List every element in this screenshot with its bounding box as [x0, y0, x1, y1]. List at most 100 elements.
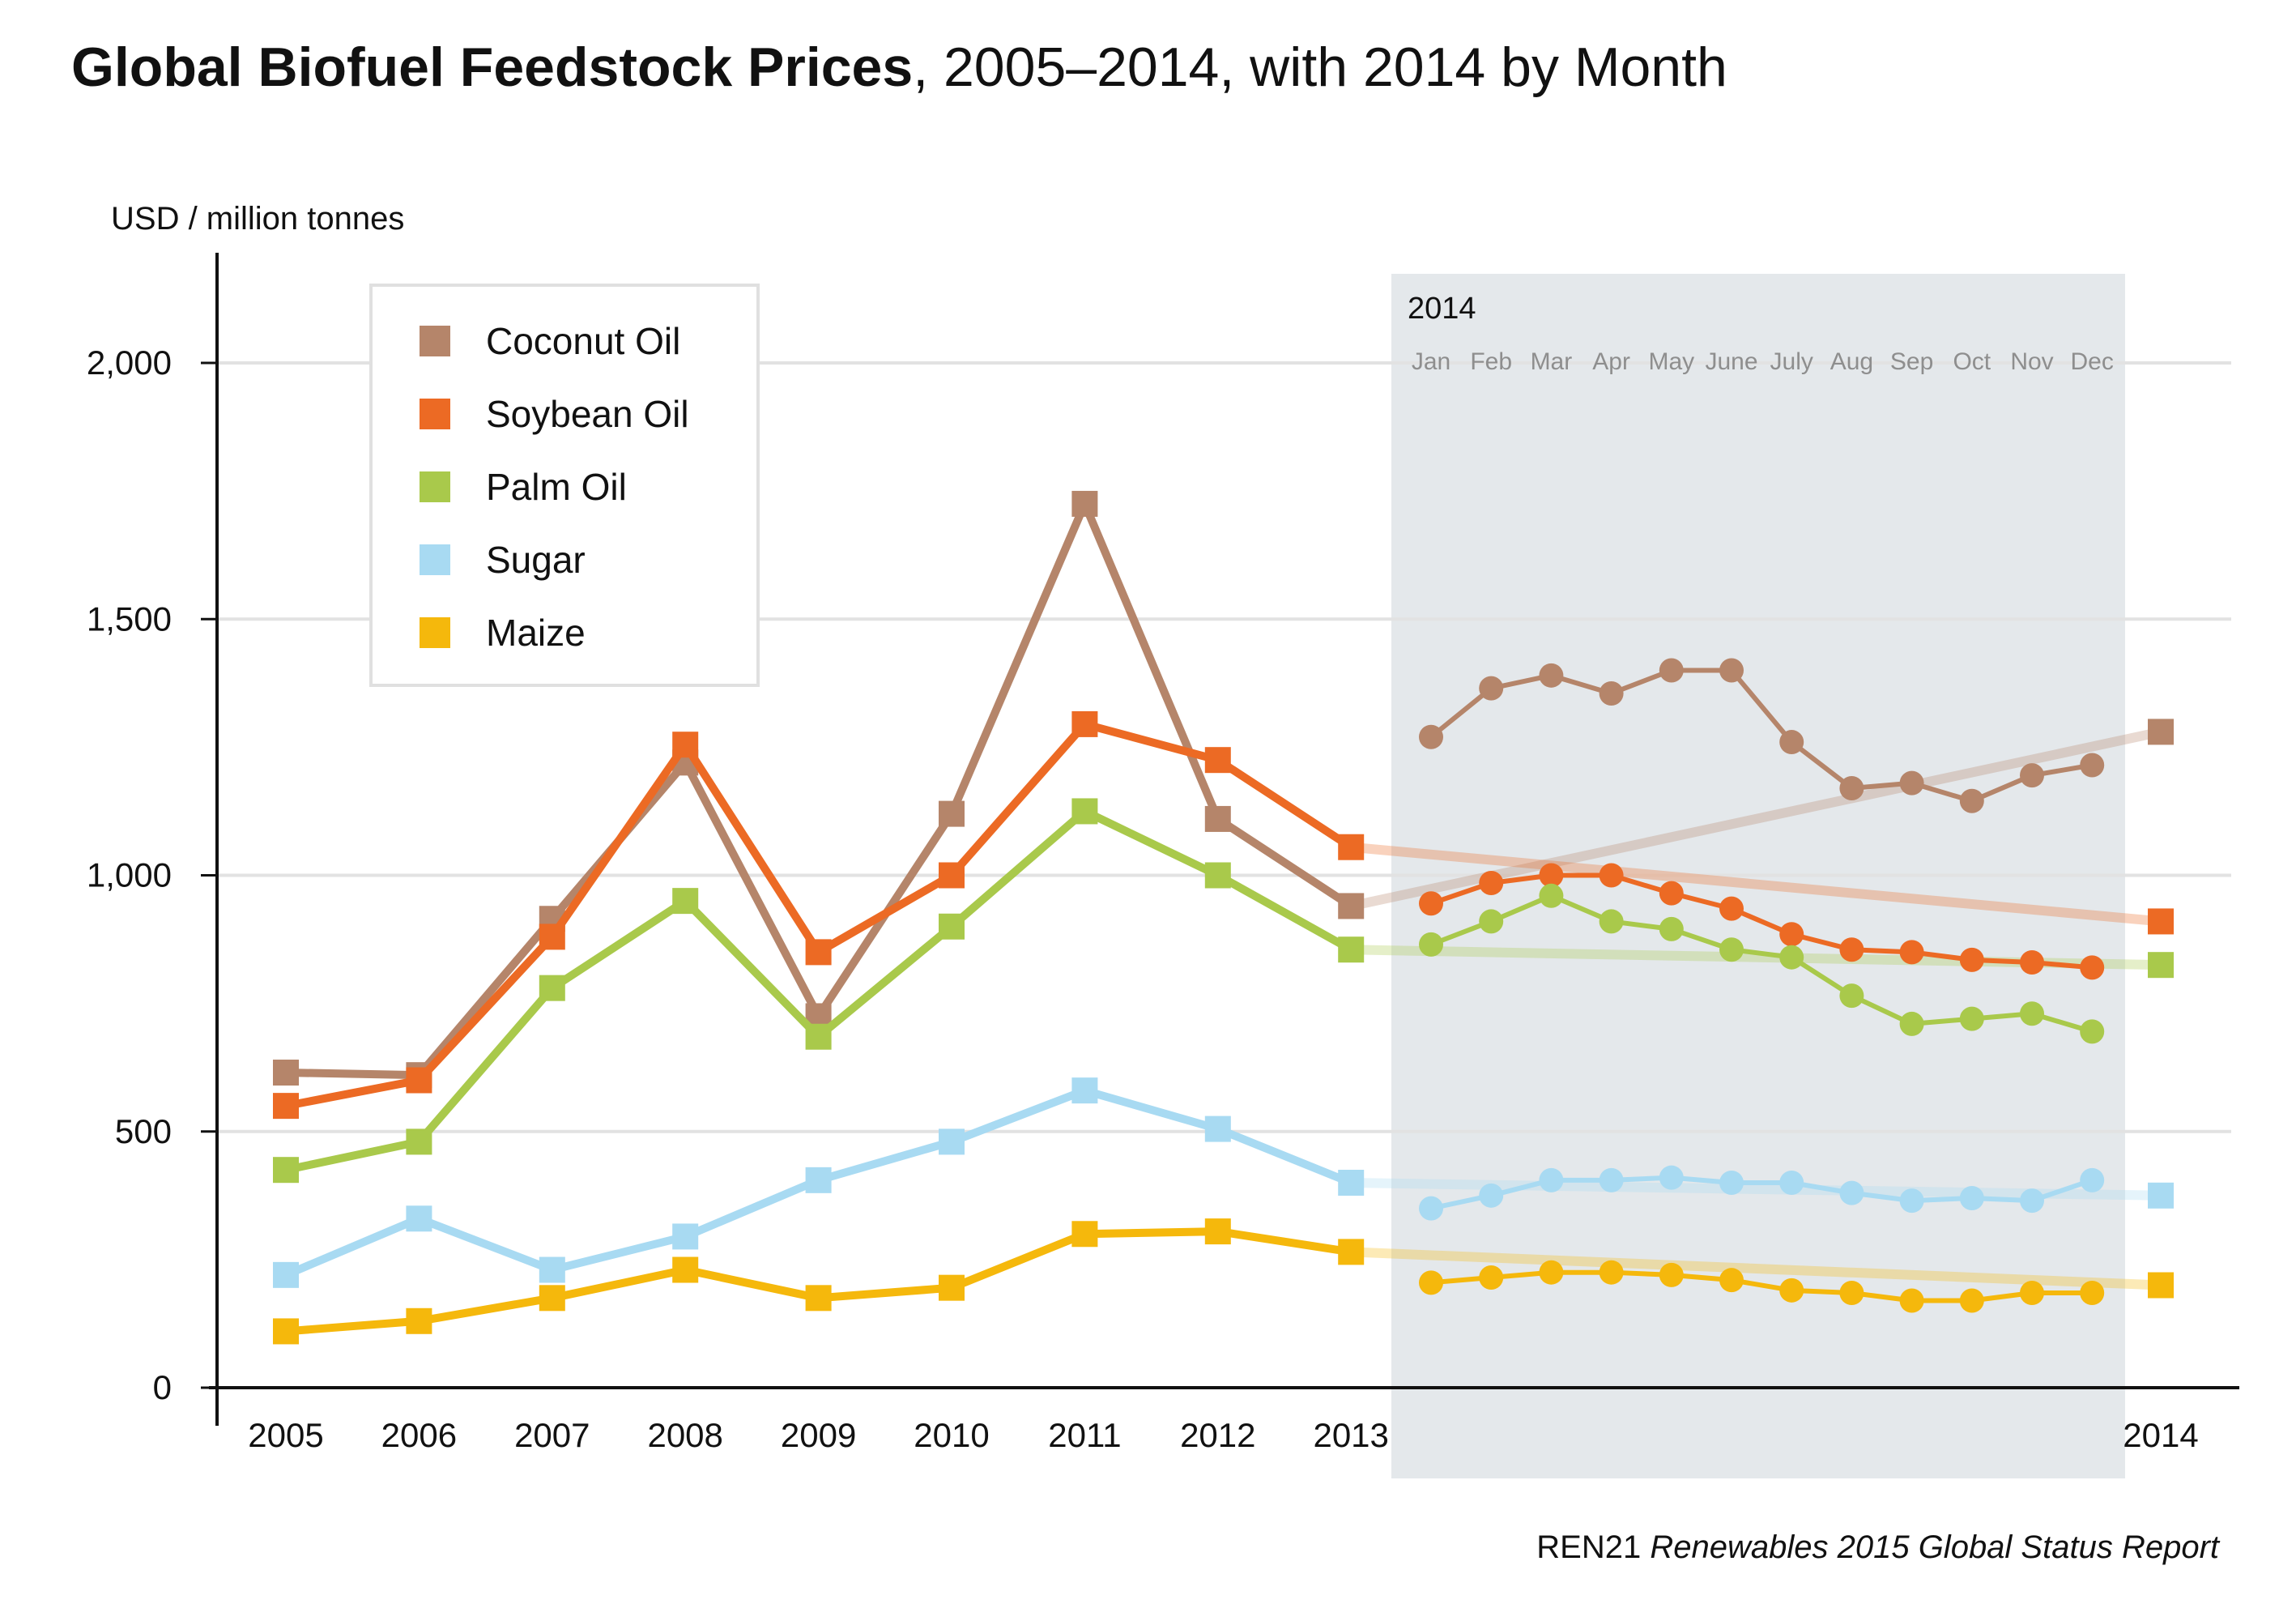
month-label: Aug	[1830, 348, 1873, 375]
data-point-square	[1338, 834, 1365, 860]
data-point-circle	[2020, 1001, 2044, 1026]
data-point-square	[539, 1256, 565, 1283]
data-point-circle	[1659, 658, 1684, 683]
data-point-circle	[1719, 1171, 1744, 1195]
data-point-circle	[1959, 1006, 1984, 1031]
series-annual-group	[273, 1218, 2174, 1345]
trend-connector	[1346, 1247, 2166, 1290]
data-point-circle	[1719, 658, 1744, 683]
data-point-circle	[1479, 1265, 1504, 1290]
data-point-square	[939, 1274, 965, 1301]
data-point-circle	[1659, 916, 1684, 941]
data-point-circle	[2020, 1280, 2044, 1305]
data-point-circle	[1659, 1262, 1684, 1287]
data-point-square	[672, 1256, 699, 1283]
data-point-circle	[1599, 863, 1624, 888]
series-monthly-group	[1419, 1260, 2105, 1313]
data-point-square	[1204, 862, 1231, 889]
data-point-square	[1204, 1218, 1231, 1245]
data-point-circle	[1779, 945, 1804, 970]
data-point-circle	[1479, 870, 1504, 895]
data-point-circle	[1479, 676, 1504, 701]
legend-swatch	[420, 399, 450, 429]
month-label: May	[1648, 348, 1694, 375]
series-annual-group	[273, 798, 2174, 1184]
data-point-circle	[1899, 1011, 1924, 1036]
data-point-square	[805, 1023, 832, 1050]
legend-swatch	[420, 544, 450, 575]
data-point-circle	[1839, 937, 1864, 962]
data-point-square	[939, 800, 965, 827]
data-point-circle	[1419, 891, 1443, 916]
data-point-circle	[1539, 663, 1564, 688]
legend-label: Maize	[486, 612, 586, 654]
data-point-circle	[1779, 730, 1804, 755]
data-point-square	[1338, 1239, 1365, 1265]
series-line	[285, 1227, 1352, 1336]
x-tick-label: 2008	[647, 1416, 722, 1454]
data-point-circle	[1779, 922, 1804, 947]
data-point-square	[805, 939, 832, 966]
data-point-circle	[1779, 1278, 1804, 1303]
data-point-square	[273, 1060, 299, 1086]
data-point-circle	[1839, 1180, 1864, 1205]
y-tick-label: 1,500	[87, 599, 172, 638]
source-credit: REN21 Renewables 2015 Global Status Repo…	[1536, 1529, 2219, 1566]
data-point-square	[2148, 719, 2174, 745]
data-point-circle	[1839, 983, 1864, 1009]
legend-swatch	[420, 326, 450, 356]
legend-label: Coconut Oil	[486, 320, 680, 362]
chart-title-bold: Global Biofuel Feedstock Prices	[71, 36, 914, 98]
legend-swatch	[420, 617, 450, 648]
data-point-square	[406, 1205, 432, 1232]
data-point-circle	[1839, 1280, 1864, 1305]
month-label: Apr	[1592, 348, 1630, 375]
data-point-square	[1071, 1077, 1098, 1104]
y-tick-label: 500	[115, 1112, 172, 1150]
data-point-square	[805, 1285, 832, 1312]
x-tick-label: 2010	[914, 1416, 989, 1454]
data-point-circle	[1899, 1188, 1924, 1214]
data-point-square	[939, 913, 965, 940]
data-point-circle	[1419, 1196, 1443, 1221]
data-point-square	[805, 1167, 832, 1193]
data-point-circle	[1959, 1185, 1984, 1210]
data-point-square	[273, 1093, 299, 1120]
month-label: July	[1770, 348, 1813, 375]
series-monthly-group	[1419, 863, 2105, 980]
data-point-circle	[1479, 1183, 1504, 1208]
series-monthly-group	[1419, 1165, 2105, 1221]
data-point-circle	[1719, 896, 1744, 921]
data-point-square	[2148, 908, 2174, 935]
data-point-square	[1071, 1221, 1098, 1248]
data-point-circle	[1959, 1288, 1984, 1313]
data-point-circle	[1659, 881, 1684, 906]
data-point-square	[273, 1157, 299, 1184]
data-point-square	[1204, 805, 1231, 832]
x-tick-label: 2011	[1048, 1416, 1121, 1454]
data-point-square	[1204, 1116, 1231, 1142]
x-tick-label: 2014	[2123, 1416, 2198, 1454]
month-label: Mar	[1531, 348, 1573, 375]
trend-connector	[1346, 842, 2166, 927]
data-point-circle	[1839, 775, 1864, 800]
data-point-circle	[1599, 680, 1624, 706]
data-point-circle	[1779, 1171, 1804, 1195]
data-point-square	[273, 1261, 299, 1288]
month-label: June	[1705, 348, 1757, 375]
data-point-square	[406, 1067, 432, 1094]
monthly-panel-label: 2014	[1408, 292, 1476, 326]
data-point-square	[1071, 710, 1098, 737]
data-point-square	[539, 924, 565, 950]
data-point-square	[1071, 490, 1098, 517]
x-tick-label: 2006	[381, 1416, 457, 1454]
data-point-square	[1071, 798, 1098, 825]
data-point-square	[539, 975, 565, 1001]
y-tick-label: 0	[153, 1368, 172, 1406]
data-point-circle	[1419, 932, 1443, 957]
data-point-square	[406, 1307, 432, 1334]
data-point-circle	[1959, 947, 1984, 972]
month-label: Dec	[2071, 348, 2114, 375]
x-tick-label: 2013	[1313, 1416, 1388, 1454]
